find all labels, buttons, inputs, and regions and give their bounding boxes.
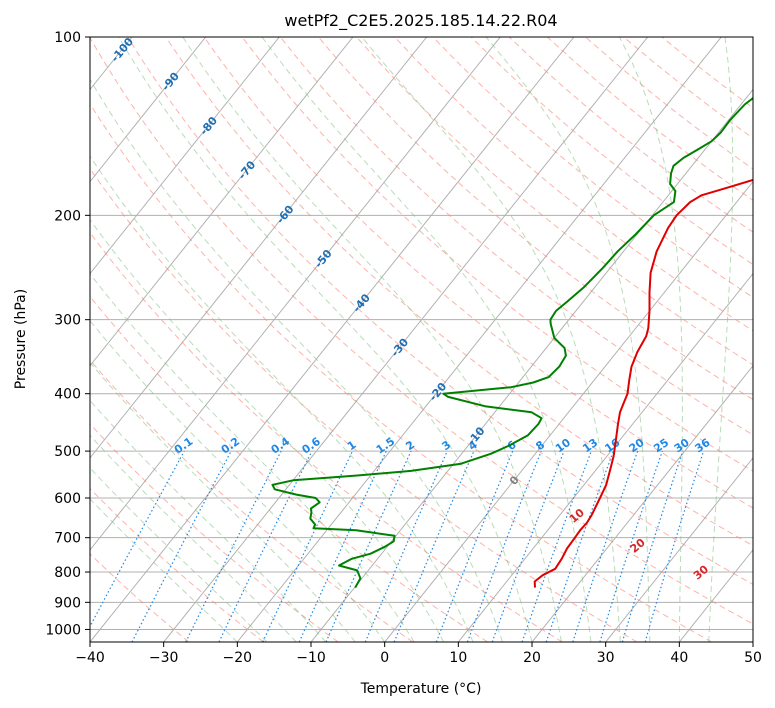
moist-adiabat-line	[90, 434, 297, 642]
dewpoint-profile-line	[271, 96, 753, 589]
y-tick-label: 200	[54, 208, 81, 224]
mixing-ratio-line	[185, 450, 282, 642]
mixing-ratio-line	[572, 450, 639, 642]
mixing-ratio-line	[90, 450, 185, 628]
mixing-ratio-line	[435, 450, 514, 642]
x-axis-label: Temperature (°C)	[360, 681, 482, 697]
moist-adiabat-line	[90, 155, 474, 642]
isotherm-line	[90, 37, 575, 642]
x-tick-label: −30	[149, 650, 179, 666]
mixing-ratio-line	[621, 450, 684, 642]
moist-adiabat-line	[90, 218, 445, 642]
x-tick-label: 20	[523, 650, 541, 666]
dry-adiabat-line	[127, 37, 753, 586]
isotherm-line	[90, 37, 280, 275]
dry-adiabat-line	[318, 37, 753, 401]
mixing-ratio-line	[491, 450, 565, 642]
x-tick-label: 10	[449, 650, 467, 666]
mixing-ratio-line	[599, 450, 663, 642]
profile-series	[271, 96, 753, 589]
y-tick-label: 500	[54, 444, 81, 460]
x-tick-label: −20	[223, 650, 253, 666]
moist-adiabat-line	[118, 37, 533, 642]
plot-frame	[89, 36, 754, 643]
isotherm-line	[605, 457, 753, 642]
y-tick-label: 100	[54, 30, 81, 46]
dry-adiabat-line	[356, 37, 753, 366]
isotherm-line	[90, 37, 501, 551]
mixing-ratio-line	[393, 450, 475, 642]
mixing-ratio-line	[644, 450, 705, 642]
moist-adiabat-line	[261, 37, 592, 642]
x-axis-ticks: −40 −30 −20 −10 0 10 20 30 40 50	[75, 642, 762, 666]
chart-title: wetPf2_C2E5.2025.185.14.22.R04	[284, 11, 557, 31]
y-tick-label: 300	[54, 313, 81, 329]
isotherm-line	[90, 37, 354, 367]
mixing-ratio-line	[325, 450, 412, 642]
x-tick-label: 50	[744, 650, 762, 666]
dry-adiabat-line	[165, 37, 753, 547]
mixing-ratio-line	[466, 450, 542, 642]
dry-adiabat-line	[203, 37, 753, 509]
moist-adiabat-line	[90, 467, 268, 642]
isotherm-line	[531, 364, 753, 642]
y-axis-ticks: 100 200 300 400 500 600 700 800 900 1000	[45, 30, 90, 638]
moist-adiabat-line	[182, 37, 562, 642]
mixing-ratio-line	[364, 450, 448, 642]
y-tick-label: 700	[54, 531, 81, 547]
isotherm-line	[90, 37, 207, 183]
isotherm-line	[90, 37, 428, 459]
dry-adiabat-line	[90, 231, 563, 642]
mixing-ratio-line	[521, 450, 592, 642]
dry-adiabat-line	[90, 167, 638, 642]
y-axis-label: Pressure (hPa)	[13, 289, 29, 389]
dry-adiabat-line	[90, 553, 190, 642]
y-tick-label: 400	[54, 387, 81, 403]
isotherm-line	[236, 37, 722, 642]
dry-adiabat-line	[90, 359, 414, 642]
x-tick-label: 40	[670, 650, 688, 666]
mixing-ratio-line	[545, 450, 614, 642]
temperature-profile-line	[533, 178, 753, 588]
moist-adiabat-line	[90, 320, 386, 642]
isotherm-line	[384, 180, 753, 642]
moist-adiabat-line	[90, 498, 238, 642]
x-tick-label: 30	[597, 650, 615, 666]
moist-adiabat-line	[90, 361, 356, 642]
dry-adiabat-line	[90, 103, 712, 642]
dry-adiabat-line	[90, 37, 753, 625]
dry-adiabat-line	[394, 37, 753, 332]
dry-adiabat-line	[90, 295, 488, 642]
x-tick-label: −10	[296, 650, 326, 666]
y-tick-label: 1000	[45, 622, 81, 638]
moist-adiabat-line	[485, 37, 651, 642]
x-tick-label: −40	[75, 650, 105, 666]
moist-adiabat-line	[708, 37, 734, 642]
background-lines	[90, 37, 753, 642]
moist-adiabat-line	[618, 37, 683, 642]
moist-adiabat-line	[90, 399, 327, 642]
y-tick-label: 800	[54, 565, 81, 581]
moist-adiabat-line	[90, 78, 503, 642]
dry-adiabat-line	[90, 423, 339, 642]
isotherm-line	[163, 37, 649, 642]
y-tick-label: 900	[54, 595, 81, 611]
y-tick-label: 600	[54, 491, 81, 507]
x-tick-label: 0	[380, 650, 389, 666]
